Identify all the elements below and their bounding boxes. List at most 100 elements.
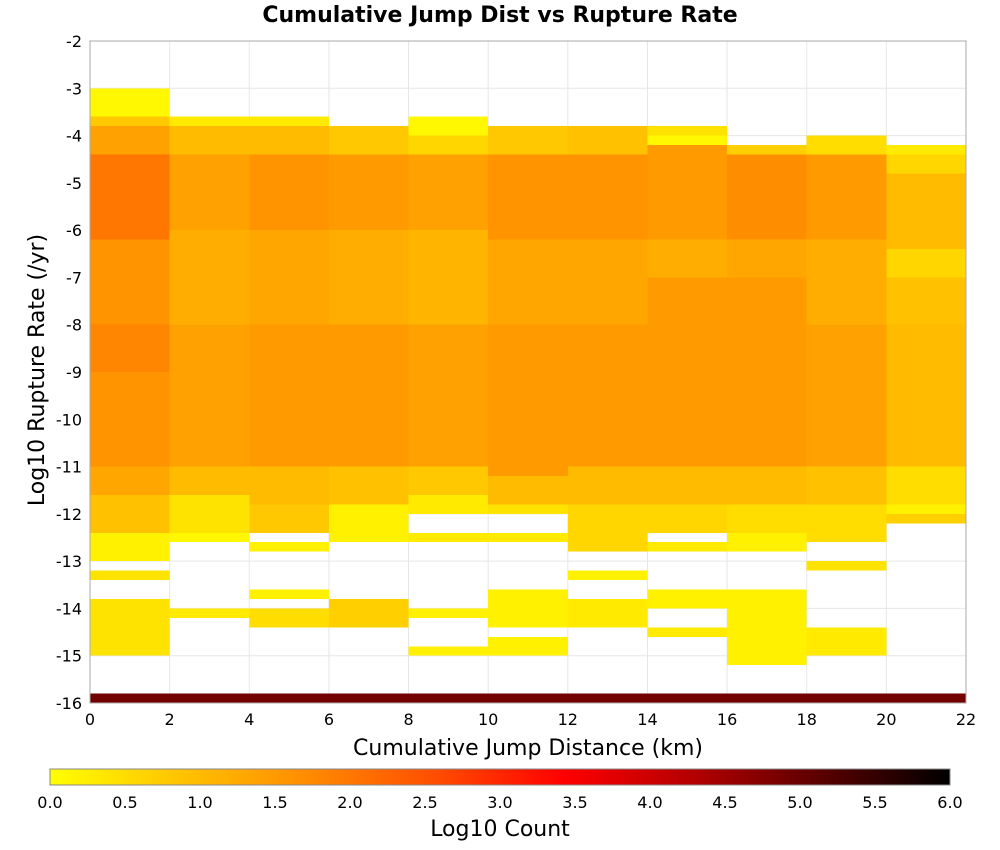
heatmap-cell [328, 126, 409, 155]
colorbar-tick-label: 4.0 [637, 793, 662, 812]
heatmap-cell [567, 598, 648, 628]
heatmap-cell [886, 504, 966, 514]
y-tick-label: -9 [66, 363, 82, 382]
heatmap-cell [249, 504, 329, 533]
heatmap-cell [647, 504, 728, 533]
heatmap-cell [647, 126, 728, 136]
heatmap-cell [249, 126, 329, 155]
colorbar-ticks: 0.0 0.5 1.0 1.5 2.0 2.5 3.0 3.5 4.0 4.5 5.0 5.5 6.0 [37, 793, 962, 812]
heatmap-cells [90, 88, 966, 703]
heatmap-cell [886, 154, 966, 174]
heatmap-cell [169, 230, 250, 325]
heatmap-cell [567, 324, 648, 467]
heatmap-cell [169, 466, 250, 495]
colorbar-label: Log10 Count [430, 817, 570, 842]
x-tick-label: 20 [876, 710, 896, 729]
heatmap-cell [727, 532, 807, 552]
heatmap-cell [408, 154, 489, 231]
x-tick-label: 6 [324, 710, 334, 729]
heatmap-cell [727, 154, 807, 240]
heatmap-cell [647, 627, 728, 637]
heatmap-cell [249, 589, 329, 599]
x-axis-ticks: 0 2 4 6 8 10 12 14 16 18 20 22 [85, 710, 976, 729]
heatmap-cell [886, 145, 966, 155]
heatmap-cell [488, 504, 568, 514]
heatmap-cell [249, 116, 329, 127]
y-tick-label: -3 [66, 79, 82, 98]
y-axis-label: Log10 Rupture Rate (/yr) [25, 234, 50, 506]
colorbar-tick-label: 5.5 [862, 793, 887, 812]
y-tick-label: -10 [56, 410, 82, 429]
heatmap-cell [328, 466, 409, 505]
heatmap-cell [90, 372, 170, 467]
heatmap-cell [647, 135, 728, 146]
colorbar-tick-label: 2.5 [412, 793, 437, 812]
x-axis-label: Cumulative Jump Distance (km) [353, 736, 703, 761]
heatmap-cell [249, 154, 329, 231]
heatmap-cell [727, 145, 807, 155]
x-tick-label: 16 [717, 710, 737, 729]
heatmap-cell [328, 598, 409, 628]
heatmap-cell [806, 504, 887, 543]
heatmap-cell [408, 135, 489, 155]
heatmap-cell [249, 542, 329, 552]
heatmap-cell [90, 466, 170, 495]
heatmap-cell [806, 135, 887, 155]
heatmap-cell [567, 239, 648, 325]
colorbar-tick-label: 3.0 [487, 793, 512, 812]
heatmap-cell [328, 324, 409, 467]
heatmap-cell [90, 116, 170, 127]
heatmap-cell [806, 627, 887, 656]
heatmap-cell [886, 249, 966, 278]
heatmap-cell [488, 324, 568, 477]
heatmap-cell [249, 466, 329, 505]
colorbar [49, 768, 951, 786]
heatmap-cell [567, 154, 648, 240]
y-axis-ticks: -2 -3 -4 -5 -6 -7 -8 -9 -10 -11 -12 -13 -14 -15 -16 [56, 32, 82, 713]
y-tick-label: -14 [56, 599, 82, 618]
y-tick-label: -11 [56, 458, 82, 477]
y-tick-label: -2 [66, 32, 82, 51]
heatmap-cell [727, 589, 807, 666]
y-tick-label: -5 [66, 174, 82, 193]
heatmap-cell [567, 693, 648, 703]
heatmap-cell [647, 239, 728, 278]
heatmap-cell [727, 239, 807, 278]
heatmap-cell [806, 154, 887, 240]
heatmap-cell [249, 230, 329, 325]
colorbar-tick-label: 6.0 [937, 793, 962, 812]
x-tick-label: 0 [85, 710, 95, 729]
heatmap-cell [567, 466, 648, 505]
x-tick-label: 8 [403, 710, 413, 729]
heatmap-cell [90, 154, 170, 240]
heatmap-cell [249, 324, 329, 467]
colorbar-tick-label: 2.0 [337, 793, 362, 812]
heatmap-cell [488, 239, 568, 325]
heatmap-cell [647, 693, 728, 703]
y-tick-label: -6 [66, 221, 82, 240]
heatmap-cell [806, 324, 887, 467]
heatmap-cell [169, 532, 250, 543]
heatmap-cell [567, 126, 648, 155]
y-tick-label: -4 [66, 127, 82, 146]
heatmap-cell [408, 116, 489, 136]
heatmap-cell [488, 126, 568, 155]
colorbar-tick-label: 3.5 [562, 793, 587, 812]
colorbar-tick-label: 1.5 [262, 793, 287, 812]
heatmap-cell [169, 693, 250, 703]
heatmap-cell [169, 116, 250, 127]
heatmap-cell [408, 324, 489, 467]
heatmap-cell [408, 532, 489, 543]
heatmap-cell [488, 636, 568, 656]
heatmap-cell [806, 561, 887, 571]
heatmap-cell [169, 494, 250, 533]
x-tick-label: 2 [165, 710, 175, 729]
heatmap-cell [727, 466, 807, 505]
heatmap-cell [806, 693, 887, 703]
heatmap-cell [90, 324, 170, 372]
heatmap-cell [488, 532, 568, 543]
y-tick-label: -12 [56, 505, 82, 524]
heatmap-cell [90, 570, 170, 581]
heatmap-cell [90, 598, 170, 656]
